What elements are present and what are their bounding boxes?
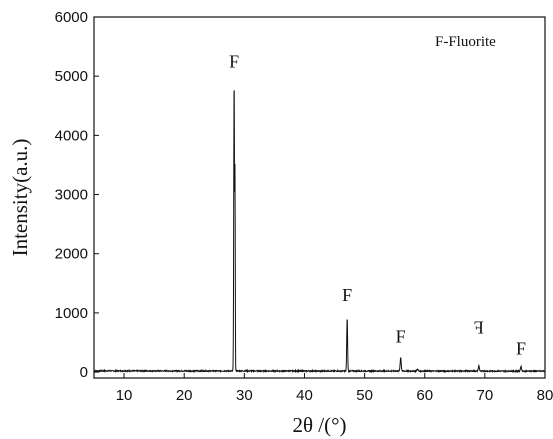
y-tick-label: 2000 bbox=[55, 246, 88, 263]
y-tick-label: 6000 bbox=[55, 9, 88, 26]
x-tick-label: 70 bbox=[477, 387, 494, 404]
x-tick-label: 20 bbox=[176, 387, 193, 404]
y-tick-label: 4000 bbox=[55, 127, 88, 144]
peak-label: F bbox=[516, 338, 526, 358]
peak-annotations: F F F F F bbox=[229, 51, 526, 358]
x-axis-title: 2θ /(°) bbox=[292, 413, 346, 437]
y-axis-title: Intensity(a.u.) bbox=[8, 139, 32, 257]
y-axis-ticks: 0 1000 2000 3000 4000 5000 6000 bbox=[55, 9, 99, 381]
x-tick-label: 80 bbox=[537, 387, 553, 404]
peak-label: F bbox=[396, 326, 406, 346]
x-tick-label: 10 bbox=[116, 387, 133, 404]
y-tick-label: 1000 bbox=[55, 305, 88, 322]
y-tick-label: 5000 bbox=[55, 68, 88, 85]
y-tick-label: 3000 bbox=[55, 187, 88, 204]
x-tick-label: 30 bbox=[236, 387, 253, 404]
x-tick-label: 60 bbox=[416, 387, 433, 404]
x-tick-label: 40 bbox=[296, 387, 313, 404]
xrd-pattern-line bbox=[93, 90, 546, 374]
peak-label: F bbox=[229, 51, 239, 71]
peak-label: F bbox=[474, 318, 484, 338]
legend-note: F-Fluorite bbox=[435, 34, 496, 50]
plot-frame bbox=[93, 16, 546, 379]
peak-label: F bbox=[342, 285, 352, 305]
x-tick-label: 50 bbox=[356, 387, 373, 404]
y-tick-label: 0 bbox=[80, 364, 88, 381]
x-axis-ticks: 10 20 30 40 50 60 70 80 bbox=[116, 373, 553, 404]
